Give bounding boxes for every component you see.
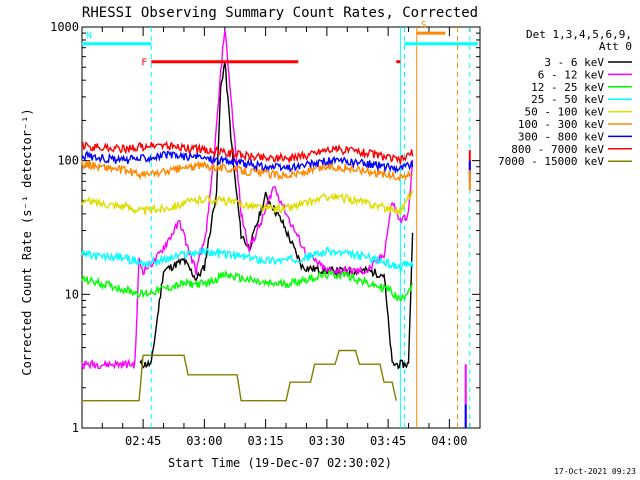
legend-entry-label: 300 - 800 keV	[518, 130, 604, 143]
series-line-7	[81, 150, 414, 175]
series-line-6	[81, 160, 414, 182]
series-line-2	[81, 29, 414, 370]
y-tick-label: 100	[57, 154, 79, 168]
legend-entry-label: 12 - 25 keV	[531, 81, 604, 94]
series-line-4	[81, 246, 414, 272]
legend-entry-label: 6 - 12 keV	[538, 68, 605, 81]
x-tick-label: 03:00	[186, 434, 222, 448]
legend-entry-label: 7000 - 15000 keV	[498, 155, 604, 168]
series-line-5	[81, 190, 414, 215]
y-tick-label: 1	[72, 421, 79, 435]
flag-label-f: F	[141, 58, 147, 69]
legend-header: Det 1,3,4,5,6,9,	[526, 28, 632, 41]
plot-area: 1 10 100 1000 02:45 03:00 03:15 03:30 03:45 04:00…	[50, 20, 481, 448]
legend-entry-label: 800 - 7000 keV	[511, 143, 604, 156]
legend-entry-label: 25 - 50 keV	[531, 93, 604, 106]
y-tick-label: 10	[65, 287, 79, 301]
x-tick-label: 03:15	[248, 434, 284, 448]
legend-entry-label: 50 - 100 keV	[525, 106, 605, 119]
series-line-9	[81, 349, 397, 402]
series-line-3	[81, 269, 414, 302]
x-axis-label: Start Time (19-Dec-07 02:30:02)	[168, 456, 392, 470]
y-axis-label: Corrected Count Rate (s⁻¹ detector⁻¹)	[20, 108, 34, 375]
legend-entry-label: 100 - 300 keV	[518, 118, 604, 131]
x-tick-label: 02:45	[125, 434, 161, 448]
legend-header: Att 0	[599, 40, 632, 53]
x-tick-label: 03:45	[370, 434, 406, 448]
flag-label-n: N	[86, 31, 92, 42]
flag-label-s: S	[421, 20, 427, 31]
x-tick-label: 04:00	[431, 434, 467, 448]
plot-frame	[81, 26, 481, 429]
chart-title: RHESSI Observing Summary Count Rates, Co…	[82, 5, 478, 21]
x-tick-label: 03:30	[309, 434, 345, 448]
series-line-8	[81, 140, 414, 165]
legend-entry-label: 3 - 6 keV	[544, 56, 604, 69]
footer-date: 17-Oct-2021 09:23	[554, 467, 636, 476]
y-tick-label: 1000	[50, 20, 79, 34]
